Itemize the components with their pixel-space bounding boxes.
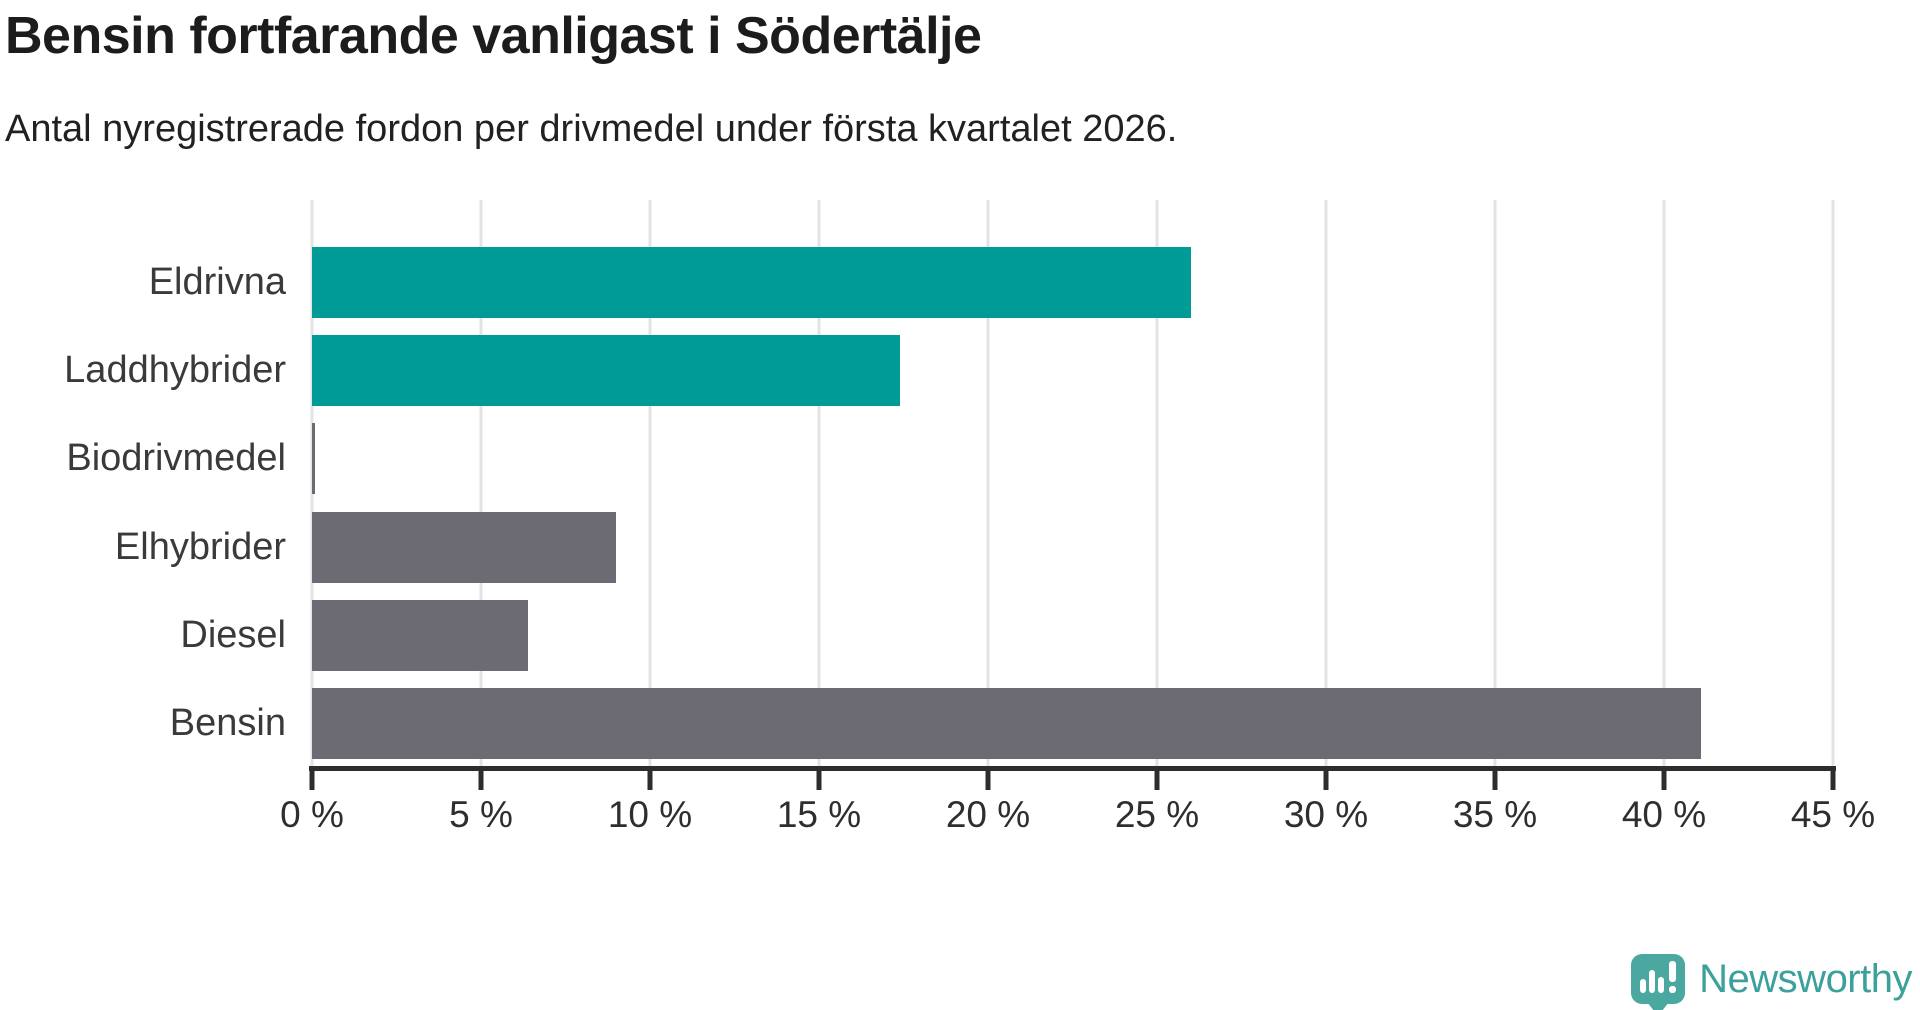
gridline [1662,200,1666,768]
gridline [648,200,652,768]
x-tick-label: 35 % [1452,794,1538,835]
bar-row [312,415,1833,503]
x-tick [647,766,653,790]
bar-row [312,238,1833,326]
logo-exclamation-icon [1669,961,1677,982]
x-tick [1830,766,1836,790]
category-label-biodrivmedel: Biodrivmedel [66,437,286,480]
logo-bar-icon [1658,977,1665,993]
gridline [1493,200,1497,768]
x-tick-label: 15 % [776,794,862,835]
bar-biodrivmedel [312,423,316,495]
newsworthy-wordmark: Newsworthy [1699,956,1912,1001]
x-axis-line [309,766,1836,771]
x-tick [309,766,315,790]
category-label-laddhybrider: Laddhybrider [64,348,286,391]
bar-elhybrider [312,511,617,583]
bar-eldrivna [312,246,1191,318]
x-tick-label: 20 % [945,794,1031,835]
x-tick [816,766,822,790]
gridline [1155,200,1159,768]
chart-subtitle: Antal nyregistrerade fordon per drivmede… [5,108,1178,150]
x-tick [985,766,991,790]
logo-bar-icon [1649,970,1656,993]
x-tick-label: 10 % [607,794,693,835]
gridline [817,200,821,768]
category-label-elhybrider: Elhybrider [114,525,286,568]
bar-laddhybrider [312,334,901,406]
category-label-eldrivna: Eldrivna [148,260,286,303]
bar-row [312,680,1833,768]
gridline [1831,200,1835,768]
bar-row [312,326,1833,414]
gridline [1324,200,1328,768]
x-tick [1661,766,1667,790]
plot-area [310,200,1835,768]
x-tick-label: 0 % [280,794,344,835]
x-tick-label: 5 % [449,794,513,835]
newsworthy-logo: Newsworthy [1631,954,1912,1010]
x-tick-label: 45 % [1790,794,1876,835]
gridline [986,200,990,768]
x-tick [1323,766,1329,790]
newsworthy-mark-icon [1631,954,1686,1010]
logo-bar-icon [1640,979,1647,993]
bar-row [312,503,1833,591]
bar-diesel [312,599,529,671]
chart-title: Bensin fortfarande vanligast i Södertälj… [5,7,982,65]
x-tick-label: 40 % [1621,794,1707,835]
gridline [479,200,483,768]
bar-row [312,591,1833,679]
logo-exclamation-dot-icon [1669,986,1677,993]
x-tick [1492,766,1498,790]
category-label-bensin: Bensin [169,702,286,745]
x-tick [478,766,484,790]
x-tick-label: 30 % [1283,794,1369,835]
category-label-diesel: Diesel [180,613,286,656]
bar-bensin [312,688,1702,760]
x-tick [1154,766,1160,790]
x-tick-label: 25 % [1114,794,1200,835]
